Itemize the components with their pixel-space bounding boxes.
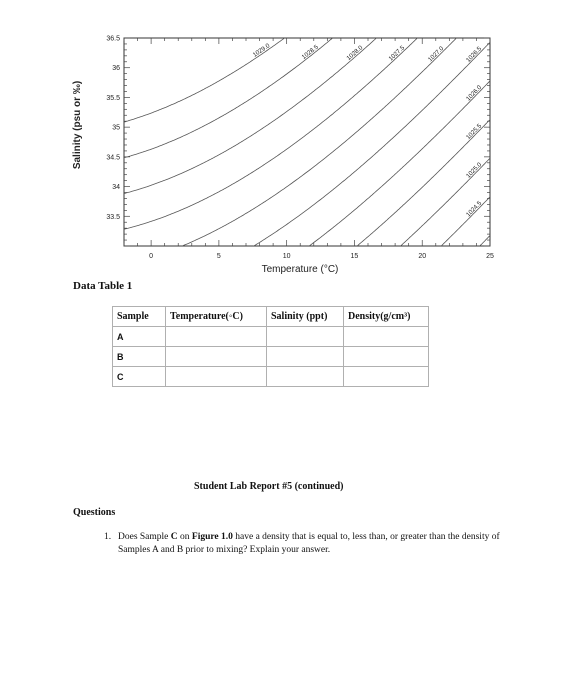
question-text: Does Sample C on Figure 1.0 have a densi… — [118, 532, 500, 555]
isopycnal-label: 1026.5 — [465, 45, 484, 64]
data-table-title: Data Table 1 — [73, 280, 133, 292]
plot-border — [123, 37, 491, 247]
table-cell[interactable] — [266, 326, 344, 347]
isopycnal-label: 1029.0 — [252, 42, 272, 59]
header-temperature: Temperature(◦C) — [165, 306, 267, 327]
isopycnal-label: 1026.0 — [465, 84, 484, 103]
isopycnal-line — [124, 38, 419, 230]
y-tick-label: 34.5 — [106, 154, 120, 161]
x-tick-label: 5 — [217, 253, 221, 260]
table-header-row: Sample Temperature(◦C) Salinity (ppt) De… — [112, 306, 429, 327]
x-tick-label: 25 — [486, 253, 494, 260]
isopycnal-line — [124, 38, 334, 159]
tick-labels: 0 5 10 15 20 25 36.5 36 35.5 35 34.5 34 33.5 — [106, 36, 494, 261]
table-cell[interactable] — [165, 366, 267, 387]
plot-frame — [123, 37, 491, 247]
y-tick-label: 34 — [112, 184, 120, 191]
isopycnal-label: 1025.5 — [465, 122, 484, 141]
table-cell[interactable] — [343, 346, 429, 367]
isopycnal-line — [356, 119, 490, 246]
question-number: 1. — [104, 532, 112, 542]
y-tick-label: 35.5 — [106, 95, 120, 102]
isopycnal-label: 1027.5 — [387, 44, 406, 62]
table-row: A — [112, 326, 429, 347]
isopycnal-line — [124, 38, 378, 194]
table-row: C — [112, 366, 429, 387]
table-cell[interactable] — [343, 366, 429, 387]
table-cell: A — [112, 326, 166, 347]
table-cell[interactable] — [165, 326, 267, 347]
y-tick-label: 36 — [112, 65, 120, 72]
table-cell: B — [112, 346, 166, 367]
isopycnal-line — [124, 38, 286, 123]
isopycnal-label: 1027.0 — [427, 45, 446, 64]
isopycnal-label: 1028.5 — [301, 43, 321, 61]
x-tick-label: 15 — [351, 253, 359, 260]
questions-heading: Questions — [73, 507, 116, 518]
x-tick-label: 10 — [283, 253, 291, 260]
isopycnal-line — [181, 38, 458, 246]
y-tick-label: 33.5 — [106, 214, 120, 221]
axis-ticks — [123, 37, 491, 247]
y-tick-label: 35 — [112, 125, 120, 132]
header-density: Density(g/cm³) — [343, 306, 429, 327]
isopycnal-line — [308, 80, 490, 246]
table-cell: C — [112, 366, 166, 387]
isopycnal-label: 1025.0 — [465, 161, 484, 180]
x-tick-label: 0 — [149, 253, 153, 260]
isopycnal-labels: 1029.0 1028.5 1028.0 1027.5 1027.0 1026.5 1026… — [252, 42, 484, 218]
isopycnal-line — [399, 157, 490, 246]
isopycnal-line — [253, 42, 490, 246]
x-tick-label: 20 — [418, 253, 426, 260]
table-cell[interactable] — [266, 346, 344, 367]
table-cell[interactable] — [266, 366, 344, 387]
x-axis-label: Temperature (°C) — [262, 264, 339, 275]
table-cell[interactable] — [165, 346, 267, 367]
data-table: Sample Temperature(◦C) Salinity (ppt) De… — [112, 306, 429, 387]
table-row: B — [112, 346, 429, 367]
y-tick-label: 36.5 — [106, 36, 120, 43]
isopycnal-lines — [124, 38, 490, 246]
header-sample: Sample — [112, 306, 166, 327]
question-1: 1. Does Sample C on Figure 1.0 have a de… — [104, 531, 524, 557]
header-salinity: Salinity (ppt) — [266, 306, 344, 327]
table-cell[interactable] — [343, 326, 429, 347]
y-axis-label: Salinity (psu or ‰) — [72, 81, 83, 169]
isopycnal-label: 1028.0 — [345, 44, 364, 62]
isopycnal-label: 1024.5 — [465, 200, 484, 219]
report-title: Student Lab Report #5 (continued) — [194, 481, 344, 492]
